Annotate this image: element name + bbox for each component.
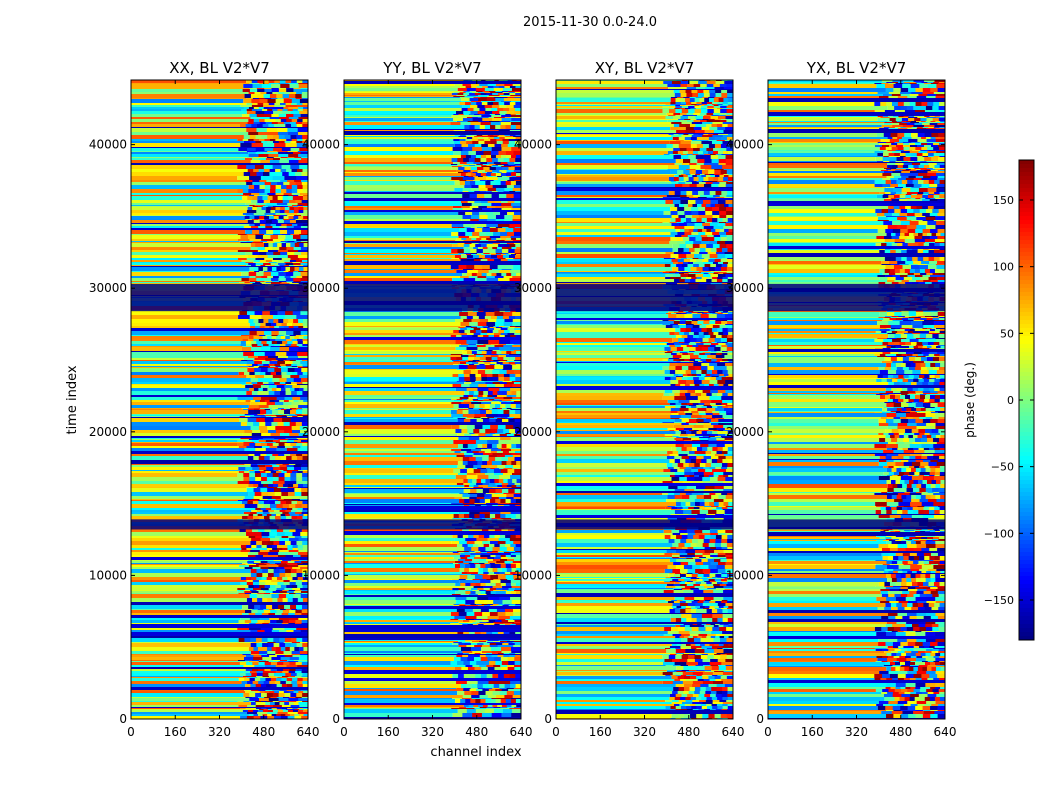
y-tick-label: 40000 [726,138,764,152]
y-tick-label: 20000 [726,425,764,439]
y-tick-label: 20000 [89,425,127,439]
x-tick-label: 160 [589,725,612,739]
flagged-band [768,283,945,312]
y-tick-label: 10000 [302,568,340,582]
x-tick-label: 640 [297,725,320,739]
heatmap-image [556,80,734,719]
panel-title: YY, BL V2*V7 [382,59,481,77]
y-tick-label: 0 [544,712,552,726]
colorbar-tick-label: 100 [993,261,1014,274]
heatmap-image [131,80,309,719]
colorbar-tick-label: −100 [984,527,1014,540]
flagged-band [556,283,733,312]
y-tick-label: 0 [756,712,764,726]
x-tick-label: 0 [127,725,135,739]
x-tick-label: 160 [801,725,824,739]
heatmap-image [344,80,522,719]
x-tick-label: 160 [377,725,400,739]
panel-1: YY, BL V2*V7 0 160 320 480 640 0 10000 20000 3000… [302,59,533,739]
panel-title: YX, BL V2*V7 [806,59,907,77]
y-tick-label: 0 [332,712,340,726]
y-tick-label: 40000 [89,138,127,152]
flagged-band [556,519,733,530]
panel-2: XY, BL V2*V7 0 160 320 480 640 0 10000 20000 3000… [514,59,745,739]
x-tick-label: 0 [340,725,348,739]
y-tick-label: 10000 [514,568,552,582]
y-tick-label: 40000 [514,138,552,152]
flagged-band [131,283,308,312]
x-tick-label: 0 [552,725,560,739]
colorbar: 150 100 50 0 −50 −100 −150 phase (deg.) [963,159,1035,641]
y-tick-label: 10000 [726,568,764,582]
colorbar-tick-label: 50 [1000,327,1014,340]
y-tick-label: 40000 [302,138,340,152]
flagged-band [131,519,308,530]
x-tick-label: 640 [722,725,745,739]
x-tick-label: 480 [465,725,488,739]
colorbar-tick-label: 0 [1007,394,1014,407]
panel-title: XY, BL V2*V7 [595,59,695,77]
y-tick-label: 30000 [726,281,764,295]
colorbar-gradient [1019,160,1034,641]
x-tick-label: 320 [421,725,444,739]
x-tick-label: 320 [633,725,656,739]
y-tick-label: 30000 [514,281,552,295]
figure-suptitle: 2015-11-30 0.0-24.0 [523,15,657,30]
panels-group: XX, BL V2*V7 0 160 320 480 640 0 10000 20000 3000… [89,59,957,739]
y-axis-label: time index [65,365,80,434]
x-tick-label: 480 [889,725,912,739]
x-tick-label: 640 [934,725,957,739]
y-tick-label: 10000 [89,568,127,582]
colorbar-tick-label: −150 [984,594,1014,607]
x-tick-label: 320 [845,725,868,739]
x-axis-label: channel index [430,745,521,760]
colorbar-tick-label: 150 [993,194,1014,207]
panel-title: XX, BL V2*V7 [169,59,270,77]
panel-3: YX, BL V2*V7 0 160 320 480 640 0 10000 20000 3000… [726,59,957,739]
y-tick-label: 20000 [514,425,552,439]
y-tick-label: 30000 [89,281,127,295]
flagged-band [344,519,521,530]
x-tick-label: 480 [252,725,275,739]
flagged-band [768,519,945,530]
panel-0: XX, BL V2*V7 0 160 320 480 640 0 10000 20000 3000… [89,59,320,739]
y-tick-label: 30000 [302,281,340,295]
heatmap-image [768,80,946,719]
y-tick-label: 0 [119,712,127,726]
x-tick-label: 480 [677,725,700,739]
x-tick-label: 320 [208,725,231,739]
x-tick-label: 160 [164,725,187,739]
y-tick-label: 20000 [302,425,340,439]
colorbar-label: phase (deg.) [963,362,977,438]
colorbar-tick-label: −50 [991,461,1014,474]
x-tick-label: 640 [510,725,533,739]
flagged-band [344,283,521,312]
x-tick-label: 0 [764,725,772,739]
